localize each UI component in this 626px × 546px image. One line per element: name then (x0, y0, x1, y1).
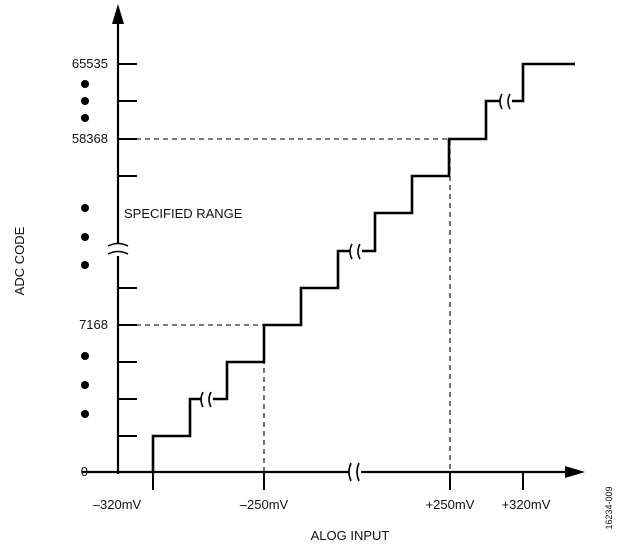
specified-range-annotation: SPECIFIED RANGE (124, 206, 243, 221)
x-tick-label-plus-320mv: +320mV (502, 497, 551, 512)
y-tick-label-0: 0 (81, 464, 88, 479)
staircase-break-1 (200, 391, 213, 408)
staircase-break-3 (499, 93, 512, 110)
y-axis-title: ADC CODE (12, 226, 27, 295)
y-axis-break (107, 242, 129, 256)
x-axis-arrow (565, 466, 585, 478)
dashed-line-58368 (118, 138, 451, 472)
y-tick-label-7168: 7168 (79, 317, 108, 332)
x-axis-break (348, 462, 361, 482)
transfer-staircase (151, 62, 575, 472)
y-tick-label-58368: 58368 (72, 131, 108, 146)
y-axis-arrow (112, 4, 124, 24)
x-axis-ticks (152, 472, 524, 490)
y-tick-label-65535: 65535 (72, 56, 108, 71)
y-axis-ellipsis-dots (81, 80, 89, 418)
x-tick-label-minus-250mv: –250mV (240, 497, 289, 512)
staircase-break-2 (349, 243, 362, 260)
x-tick-label-minus-320mv: –320mV (93, 497, 142, 512)
y-axis-ticks (118, 63, 137, 437)
figure-id: 16234-009 (604, 486, 614, 529)
x-axis-title: ALOG INPUT (311, 528, 390, 543)
x-tick-label-plus-250mv: +250mV (426, 497, 475, 512)
